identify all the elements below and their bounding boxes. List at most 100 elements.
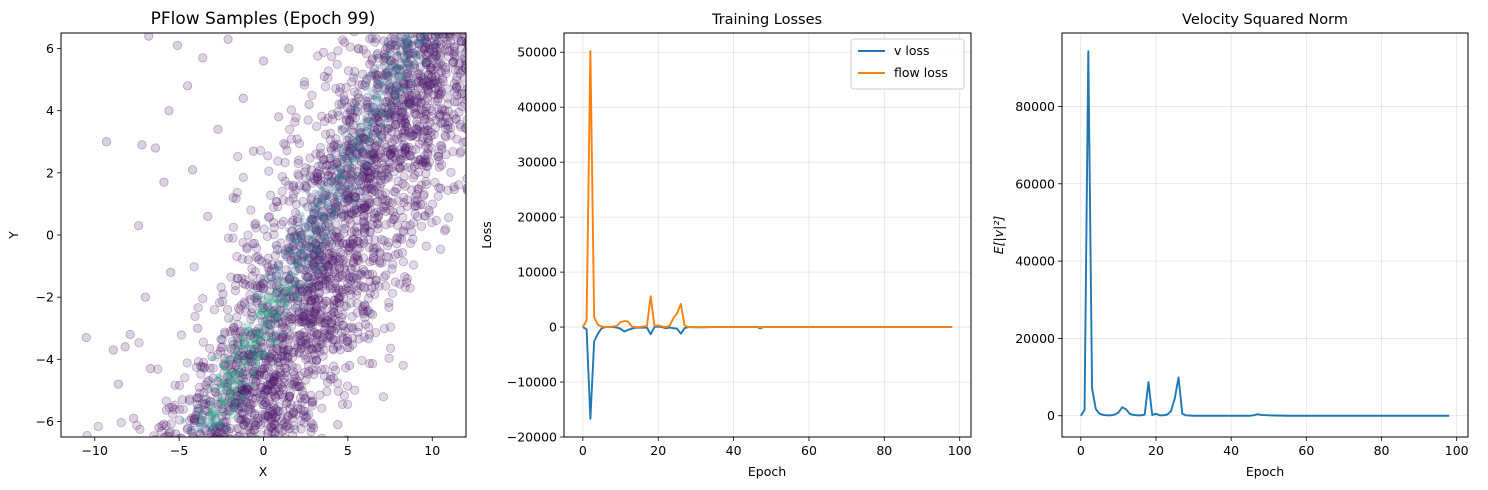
scatter-point	[323, 73, 333, 83]
scatter-point	[344, 343, 355, 353]
scatter-point	[250, 409, 260, 419]
scatter-point	[288, 215, 298, 225]
scatter-point	[233, 346, 243, 356]
scatter-point	[262, 400, 272, 411]
scatter-point	[324, 154, 334, 164]
scatter-density-point	[245, 364, 251, 370]
scatter-point	[450, 114, 460, 124]
scatter-point	[470, 105, 478, 113]
scatter-point	[315, 148, 326, 159]
scatter-point	[287, 314, 297, 324]
scatter-density-point	[363, 125, 370, 131]
scatter-point	[309, 250, 319, 260]
scatter-point	[304, 242, 314, 252]
scatter-density-point	[386, 173, 393, 179]
scatter-point	[318, 241, 328, 251]
scatter-point	[311, 305, 321, 316]
scatter-point	[438, 105, 448, 115]
scatter-point	[258, 56, 269, 66]
scatter-point	[481, 73, 489, 81]
scatter-point	[189, 262, 199, 272]
scatter-density-point	[274, 332, 281, 338]
scatter-point	[322, 272, 332, 282]
scatter-density-point	[355, 146, 361, 152]
scatter-point	[366, 150, 376, 160]
scatter-point	[374, 281, 384, 291]
scatter-point	[307, 236, 317, 246]
scatter-density-point	[270, 360, 276, 366]
scatter-density-point	[234, 372, 240, 378]
scatter-point	[334, 238, 345, 248]
scatter-density-point	[187, 426, 193, 433]
scatter-point	[462, 174, 466, 184]
scatter-density-point	[402, 108, 408, 114]
scatter-point	[420, 154, 430, 164]
scatter-point	[353, 44, 364, 54]
scatter-point	[313, 174, 323, 185]
scatter-point	[320, 318, 330, 328]
losses-y-tick-label: 50000	[517, 45, 557, 60]
scatter-density-point	[341, 191, 347, 197]
scatter-point	[467, 35, 475, 43]
scatter-point	[462, 183, 466, 193]
scatter-density-point	[329, 205, 335, 211]
scatter-density-point	[239, 335, 246, 341]
scatter-point	[285, 124, 295, 134]
scatter-density-point	[204, 393, 210, 399]
legend-flow-loss-label: flow loss	[894, 65, 948, 80]
scatter-point	[247, 271, 258, 281]
scatter-density-point	[210, 356, 216, 362]
scatter-density-point	[408, 41, 414, 48]
scatter-point	[358, 235, 369, 245]
scatter-point	[317, 222, 327, 232]
scatter-point	[354, 244, 364, 254]
scatter-point	[420, 124, 430, 134]
scatter-density-point	[247, 326, 253, 332]
scatter-point	[257, 300, 267, 310]
scatter-density-point	[260, 288, 266, 295]
scatter-density-point	[404, 62, 410, 68]
scatter-point	[306, 337, 316, 347]
scatter-density-point	[325, 229, 332, 235]
scatter-point	[218, 432, 229, 437]
scatter-point	[400, 220, 411, 231]
scatter-density-point	[269, 299, 275, 305]
legend-v-loss-label: v loss	[894, 43, 930, 58]
scatter-point	[443, 185, 453, 196]
scatter-density-point	[321, 186, 327, 193]
scatter-point	[354, 334, 364, 344]
scatter-density-point	[319, 214, 325, 220]
losses-x-tick-label: 20	[650, 443, 666, 458]
scatter-density-point	[407, 69, 413, 75]
scatter-point	[460, 63, 466, 73]
scatter-point	[491, 30, 499, 38]
scatter-point	[436, 104, 447, 114]
scatter-density-point	[266, 350, 273, 356]
scatter-point	[436, 160, 447, 170]
scatter-point	[454, 107, 464, 117]
scatter-density-point	[386, 102, 392, 108]
scatter-point	[330, 202, 341, 213]
scatter-density-point	[266, 292, 272, 298]
losses-y-tick-label: 20000	[517, 210, 557, 225]
scatter-point	[409, 161, 419, 171]
scatter-point	[269, 434, 278, 437]
scatter-point	[441, 39, 452, 49]
scatter-point	[385, 158, 395, 169]
scatter-point	[333, 111, 344, 121]
scatter-point	[392, 183, 402, 194]
losses-legend: v loss flow loss	[850, 38, 965, 90]
scatter-point	[342, 333, 353, 343]
scatter-point	[277, 389, 287, 400]
scatter-point	[379, 272, 389, 282]
scatter-point	[304, 235, 314, 245]
scatter-point	[398, 360, 408, 371]
scatter-point	[483, 47, 491, 55]
scatter-point	[330, 173, 340, 183]
scatter-density-point	[217, 396, 223, 402]
scatter-point	[226, 434, 235, 437]
scatter-point	[337, 287, 347, 297]
scatter-point	[410, 193, 420, 203]
scatter-density-point	[294, 292, 300, 298]
